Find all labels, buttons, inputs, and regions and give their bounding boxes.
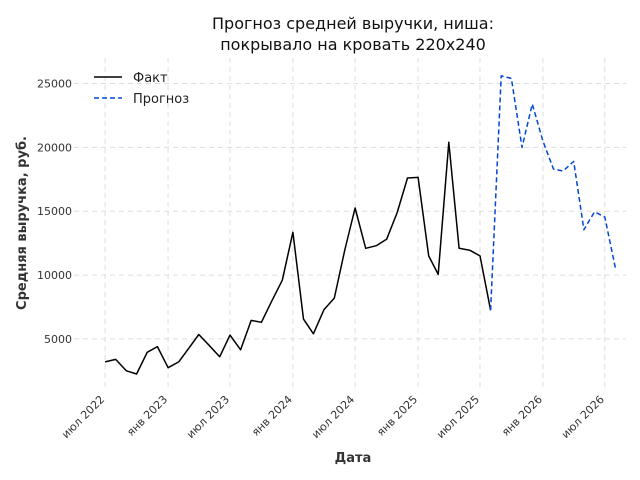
y-axis-ticks: 5000 10000 15000 20000 25000 (37, 78, 72, 346)
x-axis-ticks: июл 2022 янв 2023 июл 2023 янв 2024 июл 2024… (59, 393, 607, 441)
x-tick-label: янв 2026 (499, 393, 545, 439)
series-line-forecast (489, 75, 617, 311)
legend-label-fact: Факт (133, 71, 168, 86)
y-tick-label: 10000 (37, 269, 72, 282)
legend: Факт Прогноз (94, 71, 189, 107)
series-lines (104, 75, 617, 375)
series-line-fact (104, 141, 492, 375)
chart-title-line1: Прогноз средней выручки, ниша: (212, 14, 494, 33)
x-tick-label: июл 2024 (309, 393, 357, 441)
x-tick-label: июл 2026 (559, 393, 607, 441)
x-tick-label: янв 2023 (124, 393, 170, 439)
x-tick-label: июл 2022 (59, 393, 107, 441)
x-tick-label: июл 2023 (184, 393, 232, 441)
x-axis-label: Дата (335, 451, 372, 466)
y-tick-label: 20000 (37, 141, 72, 154)
x-tick-label: янв 2025 (374, 393, 420, 439)
y-tick-label: 25000 (37, 78, 72, 91)
legend-label-forecast: Прогноз (133, 92, 189, 107)
x-tick-label: янв 2024 (249, 393, 295, 439)
chart-title-line2: покрывало на кровать 220x240 (220, 35, 486, 54)
x-tick-label: июл 2025 (434, 393, 482, 441)
y-tick-label: 5000 (44, 333, 72, 346)
grid (74, 58, 626, 390)
y-tick-label: 15000 (37, 205, 72, 218)
y-axis-label: Средняя выручка, руб. (15, 136, 30, 310)
